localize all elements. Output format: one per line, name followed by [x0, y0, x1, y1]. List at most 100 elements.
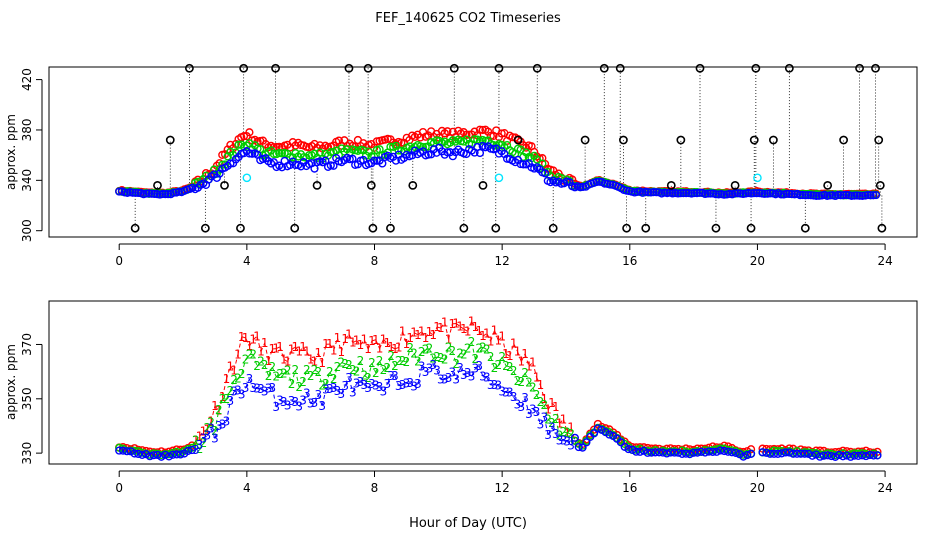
bottom-series-2-segment [394, 360, 400, 367]
bottom-series-3-segment [195, 444, 201, 451]
bottom-series-3-point [701, 448, 710, 457]
bottom-series-2-segment [386, 355, 392, 369]
bottom-series-3-segment [222, 421, 227, 425]
bottom-series-3-point [873, 451, 882, 460]
bottom-series-1-segment [432, 326, 438, 336]
bottom-series-2-segment [241, 359, 247, 374]
top-flagged-point [839, 135, 849, 145]
bottom-series-1-segment [513, 343, 518, 352]
bottom-series-3-segment [283, 401, 289, 406]
bottom-series-1-segment [294, 346, 300, 352]
top-flagged-point [494, 63, 504, 73]
top-series-3-point [703, 189, 712, 198]
top-series-3-point [782, 189, 791, 198]
top-series-3-point [855, 191, 864, 200]
bottom-series-3-point [796, 449, 805, 458]
top-y-tick-label: 300 [20, 219, 34, 242]
top-series-3-point [785, 189, 794, 199]
bottom-series-3-segment [386, 375, 392, 385]
bottom-series-2-segment [444, 347, 450, 360]
bottom-series-3-point [624, 444, 633, 454]
bottom-series-3-point [762, 448, 771, 457]
bottom-series-3-point [808, 451, 817, 460]
bottom-series-3-segment [429, 364, 434, 369]
top-flagged-point [599, 63, 609, 73]
top-flagged-point [459, 223, 469, 233]
bottom-series-2-segment [375, 360, 381, 373]
bottom-series-3-point [781, 448, 790, 457]
top-flagged-point [784, 63, 794, 73]
bottom-series-3-segment [409, 382, 415, 387]
top-flagged-point [823, 180, 833, 190]
top-series-3-point [787, 189, 797, 199]
bottom-series-2-segment [225, 390, 231, 400]
bottom-series-3-segment [486, 377, 492, 386]
top-x-tick-label: 0 [115, 254, 123, 268]
bottom-series-2-segment [306, 369, 312, 377]
bottom-series-3-segment [432, 364, 438, 371]
top-flagged-point [366, 180, 376, 190]
bottom-series-3-point [838, 452, 848, 461]
bottom-series-3-segment [210, 428, 216, 439]
top-series-3-point [600, 179, 609, 188]
bottom-series-1-segment [233, 354, 239, 371]
top-x-tick-label: 12 [495, 254, 510, 268]
bottom-series-3-segment [444, 377, 449, 380]
bottom-series-1-segment [356, 340, 361, 346]
bottom-series-1-segment [203, 429, 208, 432]
bottom-series-2-segment [543, 404, 549, 420]
top-series-3-point [812, 191, 821, 200]
bottom-series-3-point [712, 447, 721, 456]
bottom-series-3-segment [467, 372, 472, 377]
top-flagged-point [875, 180, 885, 190]
bottom-series-3-segment [566, 440, 572, 446]
bottom-series-1-segment [559, 418, 564, 424]
bottom-series-3-segment [371, 383, 376, 387]
bottom-series-3-point [850, 451, 859, 460]
bottom-series-3-point [731, 448, 740, 457]
bottom-series-3-segment [421, 366, 426, 373]
bottom-series-1-segment [459, 326, 465, 330]
top-flagged-point [619, 135, 628, 145]
bottom-series-3-point [743, 450, 752, 460]
bottom-series-1-segment [429, 331, 434, 336]
bottom-series-2-segment [467, 341, 472, 349]
bottom-series-1-point: 1 [506, 349, 514, 363]
top-flagged-point [165, 135, 175, 145]
top-flagged-point [344, 63, 354, 73]
bottom-series-2-segment [540, 401, 545, 406]
top-series-2-point [532, 155, 542, 164]
top-series-3-point [646, 188, 655, 197]
top-flagged-point [615, 63, 625, 73]
top-flagged-point [200, 223, 210, 233]
top-series-3-point [714, 190, 723, 199]
top-series-3-point [142, 189, 151, 198]
bottom-series-3-point [858, 451, 867, 460]
bottom-series-2-segment [501, 356, 507, 367]
bottom-series-3-point [578, 443, 587, 452]
bottom-series-1-segment [405, 337, 411, 345]
top-flagged-point [130, 223, 140, 233]
bottom-series-3-segment [203, 435, 208, 440]
top-flagged-point [871, 63, 880, 73]
top-flagged-point [751, 63, 761, 73]
bottom-series-3-point [145, 452, 154, 461]
bottom-series-3-point [134, 449, 143, 459]
bottom-series-3-point [704, 447, 714, 456]
bottom-series-2-segment [490, 356, 495, 369]
bottom-series-2-point: 2 [506, 360, 514, 374]
bottom-series-1-segment [474, 326, 480, 332]
bottom-x-tick-label: 16 [622, 481, 637, 495]
bottom-series-1-segment [455, 323, 461, 327]
bottom-series-3-point [651, 448, 660, 457]
bottom-series-1-segment [348, 334, 354, 343]
top-series-3-point [370, 156, 379, 165]
bottom-series-3-segment [463, 372, 468, 376]
bottom-series-2-segment [440, 357, 445, 360]
bottom-series-3-segment [287, 400, 292, 406]
bottom-series-3-point [716, 446, 725, 455]
bottom-series-3-point [777, 449, 786, 458]
bottom-series-1-segment [302, 346, 308, 353]
bottom-series-1-segment [344, 333, 350, 340]
bottom-series-3-point [835, 450, 844, 460]
